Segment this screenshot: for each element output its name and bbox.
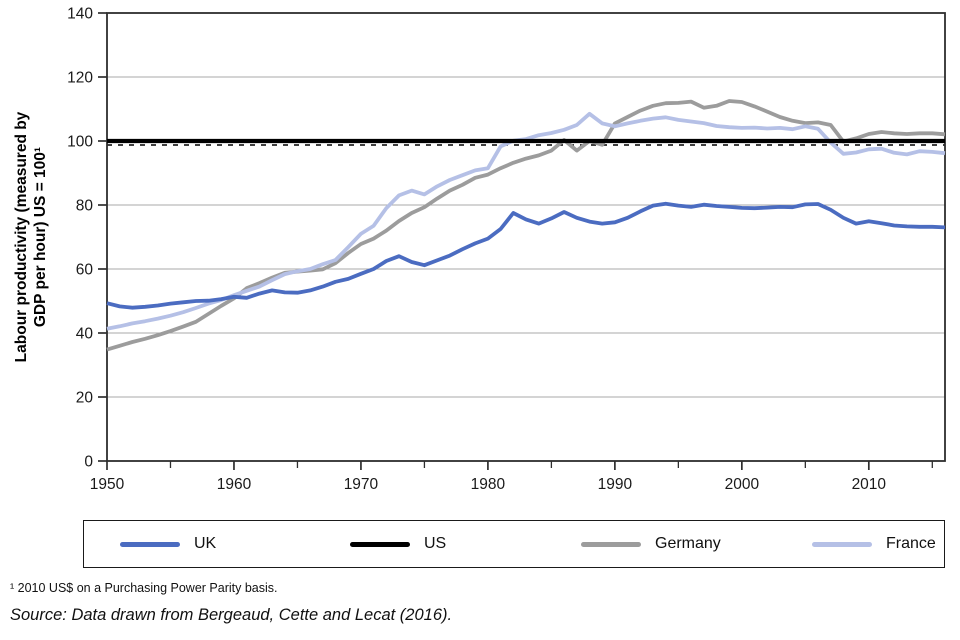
y-axis-title: Labour productivity (measured by GDP per…: [12, 112, 50, 363]
legend-item-uk: UK: [120, 535, 216, 553]
footnote: ¹ 2010 US$ on a Purchasing Power Parity …: [10, 581, 278, 595]
series-line-uk: [106, 201, 946, 310]
y-tick-label-120: 120: [67, 69, 93, 86]
legend-swatch-france: [812, 541, 872, 547]
y-tick-label-40: 40: [76, 325, 94, 342]
x-tick-label-1970: 1970: [344, 476, 379, 493]
y-tick-label-20: 20: [76, 389, 94, 406]
x-tick-label-1960: 1960: [217, 476, 252, 493]
y-axis-title-line1: Labour productivity (measured by: [13, 111, 30, 363]
y-tick-label-140: 140: [67, 5, 93, 22]
legend-swatch-uk: [120, 541, 180, 547]
productivity-line-chart: 0 20 40 60 80 100 120 140 1950 1960 1970 1980 1990 20…: [67, 5, 946, 493]
legend-label-us: US: [424, 535, 447, 552]
legend-label-germany: Germany: [655, 535, 721, 552]
legend-swatch-us: [350, 541, 410, 547]
legend-label-uk: UK: [194, 535, 217, 552]
x-tick-label-2010: 2010: [852, 476, 887, 493]
x-tick-label-2000: 2000: [725, 476, 760, 493]
y-tick-label-100: 100: [67, 133, 93, 150]
plot-border: [106, 12, 946, 462]
legend-swatch-germany: [581, 541, 641, 547]
y-tick-label-80: 80: [76, 197, 94, 214]
x-tick-label-1990: 1990: [598, 476, 633, 493]
legend-item-us: US: [350, 535, 446, 553]
legend-label-france: France: [886, 535, 936, 552]
y-tick-label-0: 0: [84, 453, 93, 470]
y-axis-title-line2: GDP per hour) US = 100¹: [32, 146, 49, 328]
legend: UK US Germany France: [83, 520, 945, 568]
y-tick-label-60: 60: [76, 261, 94, 278]
source-citation: Source: Data drawn from Bergeaud, Cette …: [10, 606, 453, 624]
legend-item-germany: Germany: [581, 535, 721, 553]
legend-item-france: France: [812, 535, 936, 553]
x-tick-label-1950: 1950: [90, 476, 125, 493]
series-line-germany: [106, 99, 946, 352]
x-tick-label-1980: 1980: [471, 476, 506, 493]
